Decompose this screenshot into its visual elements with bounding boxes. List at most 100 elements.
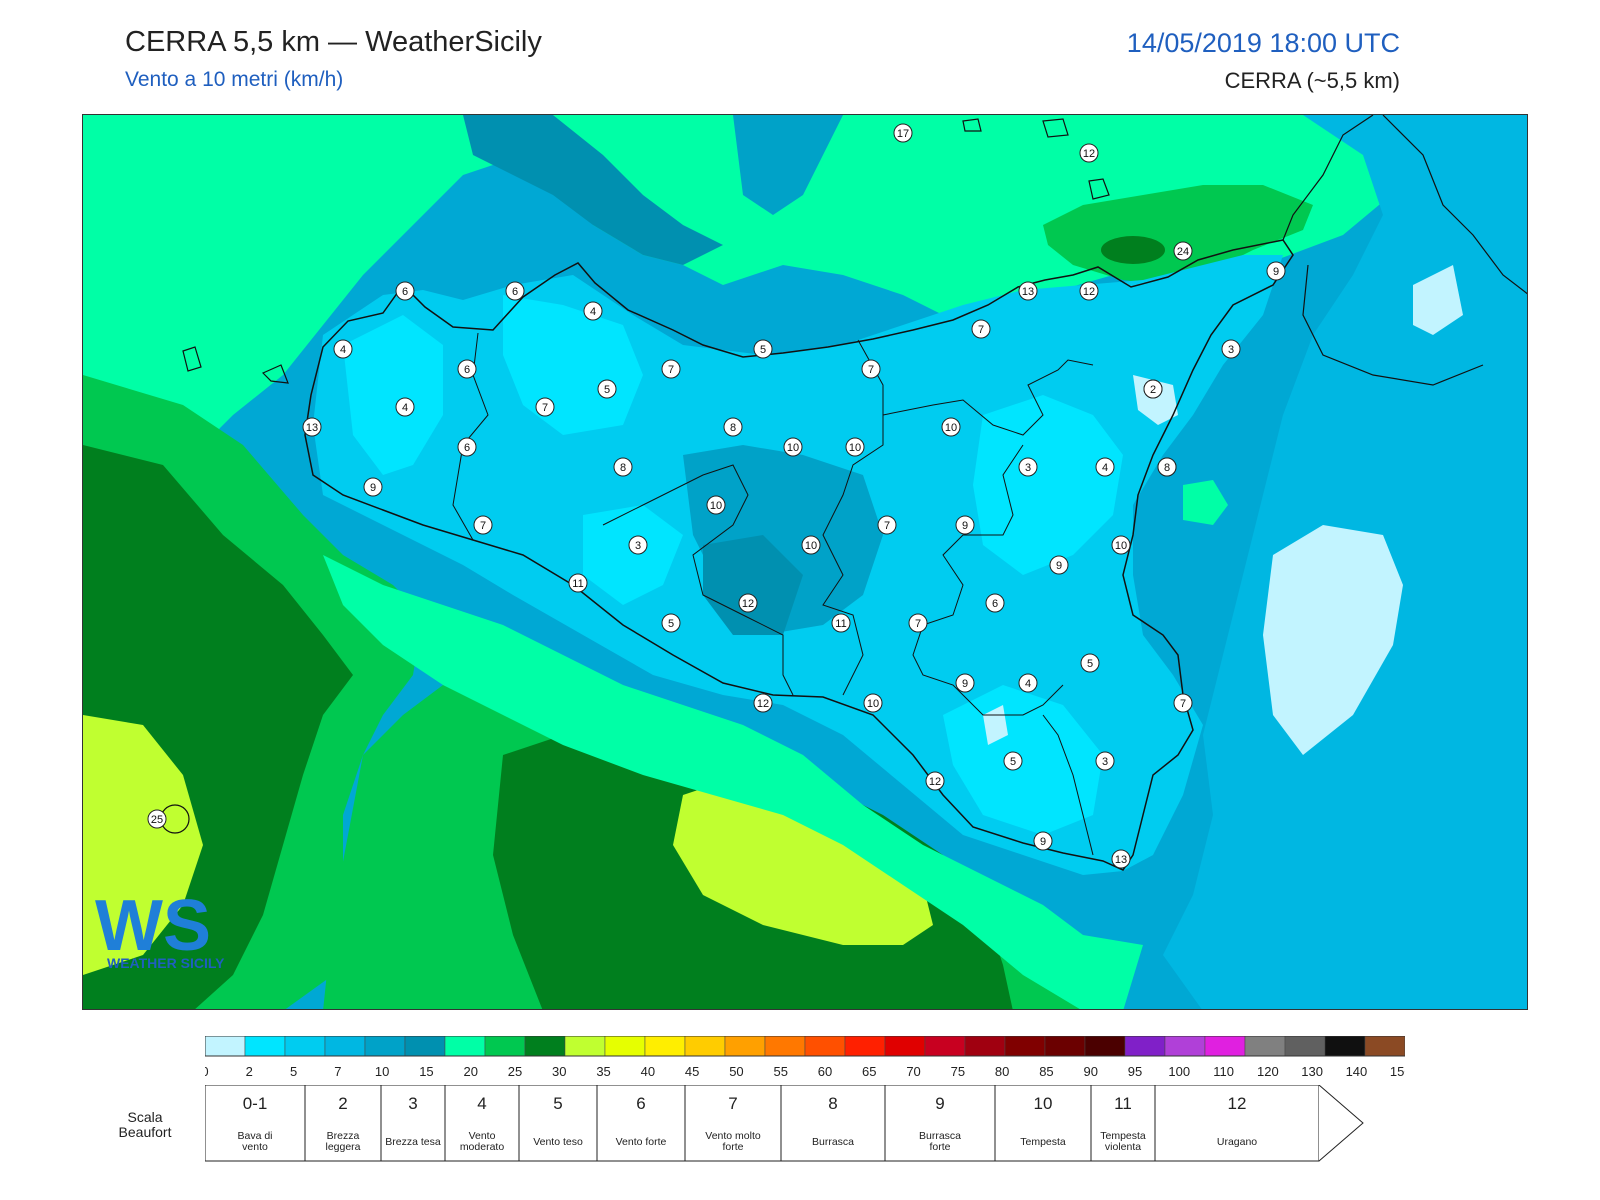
border-agrigento-caltanissetta bbox=[602, 464, 794, 696]
colorbar-segment bbox=[205, 1036, 246, 1057]
colorbar-tick-label: 15 bbox=[419, 1064, 433, 1079]
colorbar-segment bbox=[524, 1036, 566, 1057]
station-circle bbox=[1033, 831, 1053, 851]
forecast-datetime: 14/05/2019 18:00 UTC bbox=[1126, 28, 1400, 58]
station-value: 12 bbox=[757, 698, 769, 710]
station-marker: 10 bbox=[941, 417, 961, 437]
colorbar-tick-label: 80 bbox=[995, 1064, 1009, 1079]
station-marker: 25 bbox=[147, 809, 167, 829]
station-value: 11 bbox=[835, 618, 846, 630]
beaufort-class: 10 Tempesta bbox=[994, 1085, 1092, 1162]
colorbar-segment bbox=[284, 1036, 326, 1057]
station-value: 10 bbox=[849, 442, 861, 454]
station-circle bbox=[723, 417, 743, 437]
zone-0kmh-northeast bbox=[1413, 265, 1463, 335]
colorbar-segment bbox=[484, 1036, 526, 1057]
beaufort-name: Burrasca bbox=[919, 1130, 961, 1142]
station-circle bbox=[333, 339, 353, 359]
station-marker: 12 bbox=[1079, 143, 1099, 163]
colorbar-tick-label: 40 bbox=[641, 1064, 655, 1079]
colorbar-segment bbox=[564, 1036, 606, 1057]
station-circle bbox=[661, 613, 681, 633]
colorbar-segment bbox=[1164, 1036, 1206, 1057]
logo-ws-text: WS bbox=[95, 886, 211, 966]
station-circle bbox=[628, 535, 648, 555]
beaufort-number: 9 bbox=[935, 1094, 944, 1113]
colorbar-segment bbox=[1124, 1036, 1166, 1057]
station-circle bbox=[893, 123, 913, 143]
wind-map-canvas: 1712249131266475734765475136810101034898… bbox=[83, 115, 1527, 1009]
border-messina-enna bbox=[882, 359, 1094, 436]
station-value: 7 bbox=[884, 520, 890, 532]
station-value: 6 bbox=[402, 286, 408, 298]
beaufort-number: 4 bbox=[477, 1094, 486, 1113]
station-value: 10 bbox=[710, 500, 722, 512]
station-value: 12 bbox=[1083, 286, 1095, 298]
header: CERRA 5,5 km — WeatherSicily Vento a 10 … bbox=[0, 0, 1600, 110]
station-marker: 4 bbox=[1018, 673, 1038, 693]
station-circle bbox=[1018, 673, 1038, 693]
station-value: 7 bbox=[868, 364, 874, 376]
station-value: 12 bbox=[742, 598, 754, 610]
station-value: 4 bbox=[402, 402, 408, 414]
beaufort-cell bbox=[994, 1085, 1092, 1162]
colorbar-tick-label: 95 bbox=[1128, 1064, 1142, 1079]
map-subtitle: Vento a 10 metri (km/h) bbox=[125, 68, 344, 91]
colorbar-segment bbox=[924, 1036, 966, 1057]
station-value: 5 bbox=[668, 618, 674, 630]
station-value: 9 bbox=[1056, 560, 1062, 572]
station-marker: 10 bbox=[863, 693, 883, 713]
station-circle bbox=[1157, 457, 1177, 477]
station-circle bbox=[753, 339, 773, 359]
border-siracusa-ragusa bbox=[1042, 714, 1094, 856]
colorbar-segment bbox=[1044, 1036, 1086, 1057]
station-marker: 6 bbox=[457, 359, 477, 379]
island-vulcano bbox=[1088, 178, 1110, 200]
station-marker: 3 bbox=[628, 535, 648, 555]
station-circle bbox=[363, 477, 383, 497]
station-value: 13 bbox=[306, 422, 318, 434]
station-value: 9 bbox=[370, 482, 376, 494]
border-enna bbox=[822, 339, 884, 696]
station-marker: 4 bbox=[333, 339, 353, 359]
station-value: 10 bbox=[945, 422, 957, 434]
wind-map[interactable]: 1712249131266475734765475136810101034898… bbox=[82, 114, 1528, 1010]
station-value: 3 bbox=[635, 540, 641, 552]
station-circle bbox=[1221, 339, 1241, 359]
colorbar-segment bbox=[324, 1036, 366, 1057]
station-value: 9 bbox=[1273, 266, 1279, 278]
station-value: 24 bbox=[1177, 246, 1189, 258]
station-marker: 10 bbox=[845, 437, 865, 457]
station-circle bbox=[1266, 261, 1286, 281]
station-marker: 17 bbox=[893, 123, 913, 143]
station-value: 10 bbox=[867, 698, 879, 710]
colorbar-segment bbox=[1204, 1036, 1246, 1057]
station-circle bbox=[473, 515, 493, 535]
colorbar-segment bbox=[684, 1036, 726, 1057]
station-circle bbox=[1111, 535, 1131, 555]
station-value: 10 bbox=[787, 442, 799, 454]
calabria-coast-west bbox=[1282, 115, 1374, 241]
station-circle bbox=[505, 281, 525, 301]
beaufort-name: Tempesta bbox=[1100, 1130, 1146, 1142]
station-circle bbox=[1111, 849, 1131, 869]
station-circle bbox=[1003, 751, 1023, 771]
beaufort-cell bbox=[1154, 1085, 1320, 1162]
station-circle bbox=[1079, 281, 1099, 301]
station-value: 6 bbox=[464, 442, 470, 454]
station-circle bbox=[985, 593, 1005, 613]
station-marker: 7 bbox=[908, 613, 928, 633]
zone-30kmh-west bbox=[83, 715, 203, 975]
beaufort-name: Vento teso bbox=[533, 1136, 583, 1148]
beaufort-name: Brezza tesa bbox=[385, 1136, 441, 1148]
beaufort-name: violenta bbox=[1105, 1141, 1141, 1153]
beaufort-cell bbox=[304, 1085, 382, 1162]
station-circle bbox=[877, 515, 897, 535]
colorbar-segment bbox=[244, 1036, 286, 1057]
station-value: 7 bbox=[915, 618, 921, 630]
station-value: 7 bbox=[480, 520, 486, 532]
station-marker: 6 bbox=[985, 593, 1005, 613]
